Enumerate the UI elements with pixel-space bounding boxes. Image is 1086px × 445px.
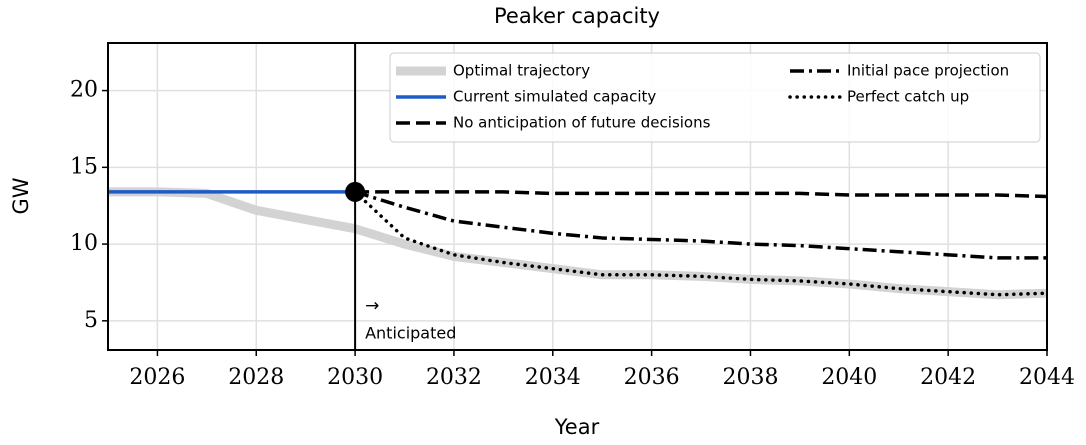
annotation: → bbox=[365, 296, 379, 316]
y-tick-label: 5 bbox=[84, 308, 98, 333]
plot-frame bbox=[107, 42, 1048, 351]
x-tick-label: 2032 bbox=[426, 365, 482, 390]
series-line bbox=[353, 190, 1049, 297]
annotation: Anticipated bbox=[365, 324, 456, 343]
x-tick-label: 2034 bbox=[525, 365, 581, 390]
x-tick-label: 2030 bbox=[327, 365, 383, 390]
marker bbox=[345, 181, 366, 202]
chart-title: Peaker capacity bbox=[494, 4, 660, 28]
series-line bbox=[355, 190, 1048, 199]
x-tick-label: 2038 bbox=[722, 365, 778, 390]
y-tick-label: 20 bbox=[70, 78, 98, 103]
legend-box bbox=[389, 52, 1041, 143]
x-tick-label: 2044 bbox=[1019, 365, 1075, 390]
x-axis-label: Year bbox=[554, 415, 600, 439]
series-line bbox=[108, 187, 1048, 300]
x-tick-label: 2036 bbox=[624, 365, 680, 390]
legend-label: No anticipation of future decisions bbox=[453, 114, 711, 132]
x-tick-label: 2028 bbox=[228, 365, 284, 390]
y-axis-label: GW bbox=[9, 177, 33, 214]
legend-label: Perfect catch up bbox=[847, 88, 969, 106]
x-tick-label: 2040 bbox=[821, 365, 877, 390]
series-line bbox=[354, 190, 1047, 260]
x-tick-label: 2042 bbox=[920, 365, 976, 390]
y-tick-label: 15 bbox=[70, 154, 98, 179]
legend-label: Initial pace projection bbox=[847, 62, 1009, 80]
y-tick-label: 10 bbox=[70, 231, 98, 256]
legend-label: Optimal trajectory bbox=[453, 62, 590, 80]
legend-label: Current simulated capacity bbox=[453, 88, 656, 106]
x-tick-label: 2026 bbox=[129, 365, 185, 390]
